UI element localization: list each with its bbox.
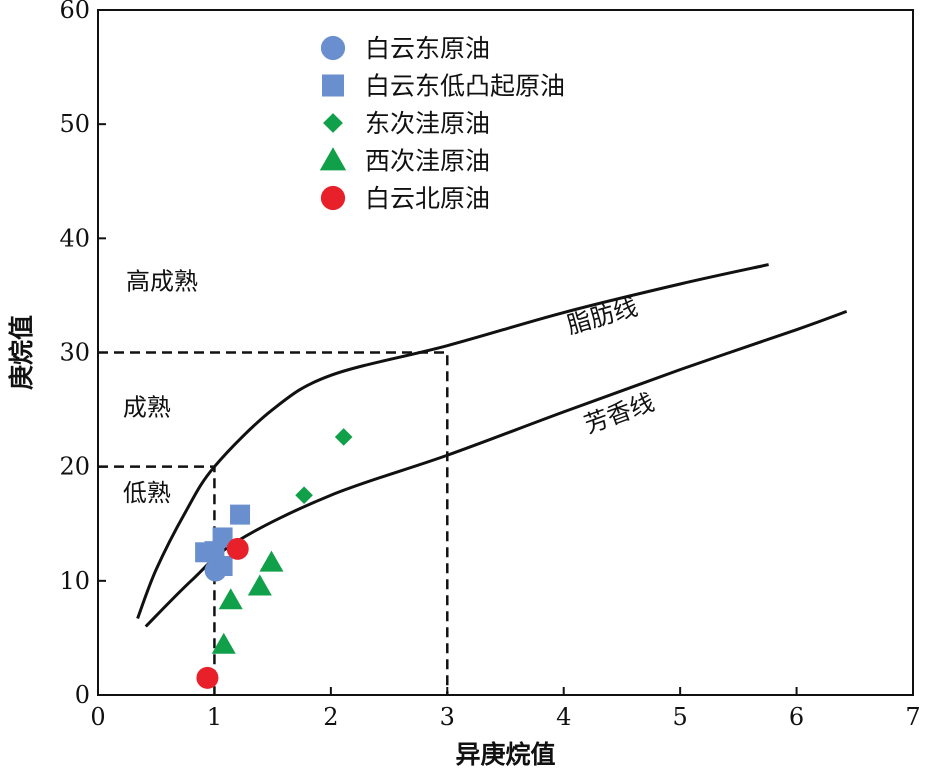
x-tick-label: 7: [905, 703, 920, 731]
data-point-diamond: [334, 428, 353, 446]
zone-label: 成熟: [123, 393, 171, 421]
legend-label: 东次洼原油: [365, 109, 490, 138]
y-tick-label: 60: [59, 0, 90, 24]
reference-line: [98, 351, 449, 695]
legend-label: 西次洼原油: [365, 147, 490, 176]
legend-marker: [320, 35, 346, 61]
curve-label: 芳香线: [581, 388, 658, 439]
data-point-square: [230, 504, 251, 525]
y-tick-label: 20: [59, 453, 90, 481]
zone-label: 高成熟: [126, 268, 198, 296]
legend-label: 白云东原油: [365, 34, 490, 63]
x-tick-label: 4: [556, 703, 571, 731]
data-point-triangle: [247, 574, 272, 596]
curve-label: 脂肪线: [564, 293, 641, 340]
legend-label: 白云北原油: [365, 184, 490, 213]
curve-脂肪线: [136, 263, 769, 620]
data-point-triangle: [218, 588, 243, 610]
curve-芳香线: [144, 309, 848, 628]
x-tick-label: 0: [90, 703, 105, 731]
x-axis-label: 异庚烷值: [455, 740, 555, 769]
y-tick-label: 50: [59, 110, 90, 138]
legend-marker: [322, 74, 344, 97]
y-axis-label: 庚烷值: [7, 315, 36, 390]
data-point-triangle: [211, 632, 236, 654]
y-tick-label: 40: [59, 224, 90, 252]
y-tick-label: 0: [75, 681, 90, 709]
data-point-circle: [196, 666, 219, 689]
legend-marker: [323, 113, 343, 133]
y-tick-label: 10: [59, 567, 90, 595]
x-tick-label: 2: [323, 703, 338, 731]
legend-marker: [320, 185, 346, 211]
data-point-diamond: [295, 486, 313, 505]
y-tick-label: 30: [59, 339, 90, 367]
legend-label: 白云东低凸起原油: [365, 72, 565, 101]
plot-frame: [97, 9, 914, 696]
x-tick-label: 5: [673, 703, 688, 731]
x-tick-label: 6: [789, 703, 804, 731]
data-point-triangle: [259, 550, 284, 572]
legend-marker: [319, 147, 347, 171]
zone-label: 低熟: [123, 479, 171, 507]
data-point-circle: [226, 537, 249, 560]
x-tick-label: 3: [440, 703, 455, 731]
x-tick-label: 1: [207, 703, 222, 731]
data-point-square: [204, 541, 225, 562]
